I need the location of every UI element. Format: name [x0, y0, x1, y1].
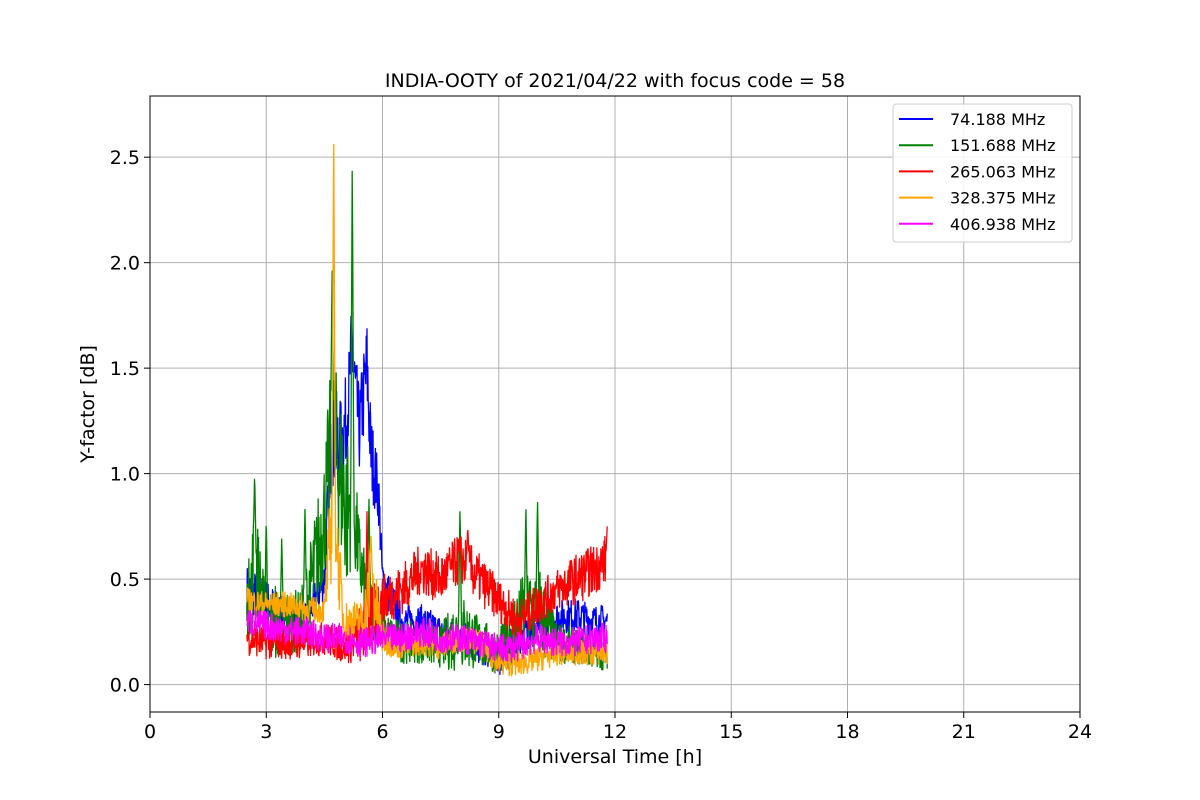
- x-tick-label: 9: [493, 721, 505, 743]
- y-tick-label: 0.0: [110, 675, 140, 697]
- x-tick-label: 6: [376, 721, 388, 743]
- x-axis: 0 3 6 9 12 15 18 21 24: [144, 712, 1092, 743]
- y-tick-label: 2.0: [110, 253, 140, 275]
- x-tick-label: 15: [719, 721, 743, 743]
- y-axis: 0.0 0.5 1.0 1.5 2.0 2.5: [110, 147, 150, 697]
- y-tick-label: 1.0: [110, 464, 140, 486]
- x-axis-label: Universal Time [h]: [528, 746, 702, 768]
- x-tick-label: 0: [144, 721, 156, 743]
- grid: [149, 96, 1081, 712]
- legend-label: 74.188 MHz: [950, 110, 1045, 129]
- x-tick-label: 12: [603, 721, 627, 743]
- legend-label: 151.688 MHz: [950, 136, 1055, 155]
- x-tick-label: 3: [260, 721, 272, 743]
- series-line-1: [246, 170, 608, 673]
- y-axis-label: Y-factor [dB]: [77, 345, 99, 464]
- legend-label: 265.063 MHz: [950, 162, 1055, 181]
- x-tick-label: 24: [1068, 721, 1092, 743]
- legend-box: [892, 103, 1073, 243]
- legend-label: 328.375 MHz: [950, 189, 1055, 208]
- plot-area: [246, 143, 608, 677]
- series-line-4: [246, 609, 608, 663]
- y-tick-label: 1.5: [110, 358, 140, 380]
- legend-label: 406.938 MHz: [950, 215, 1055, 234]
- x-tick-label: 18: [835, 721, 859, 743]
- y-tick-label: 2.5: [110, 147, 140, 169]
- x-tick-label: 21: [952, 721, 976, 743]
- series-line-2: [246, 510, 608, 664]
- legend: 74.188 MHz 151.688 MHz 265.063 MHz 328.375 …: [892, 103, 1073, 243]
- y-tick-label: 0.5: [110, 569, 140, 591]
- chart-title: INDIA-OOTY of 2021/04/22 with focus code…: [385, 70, 845, 92]
